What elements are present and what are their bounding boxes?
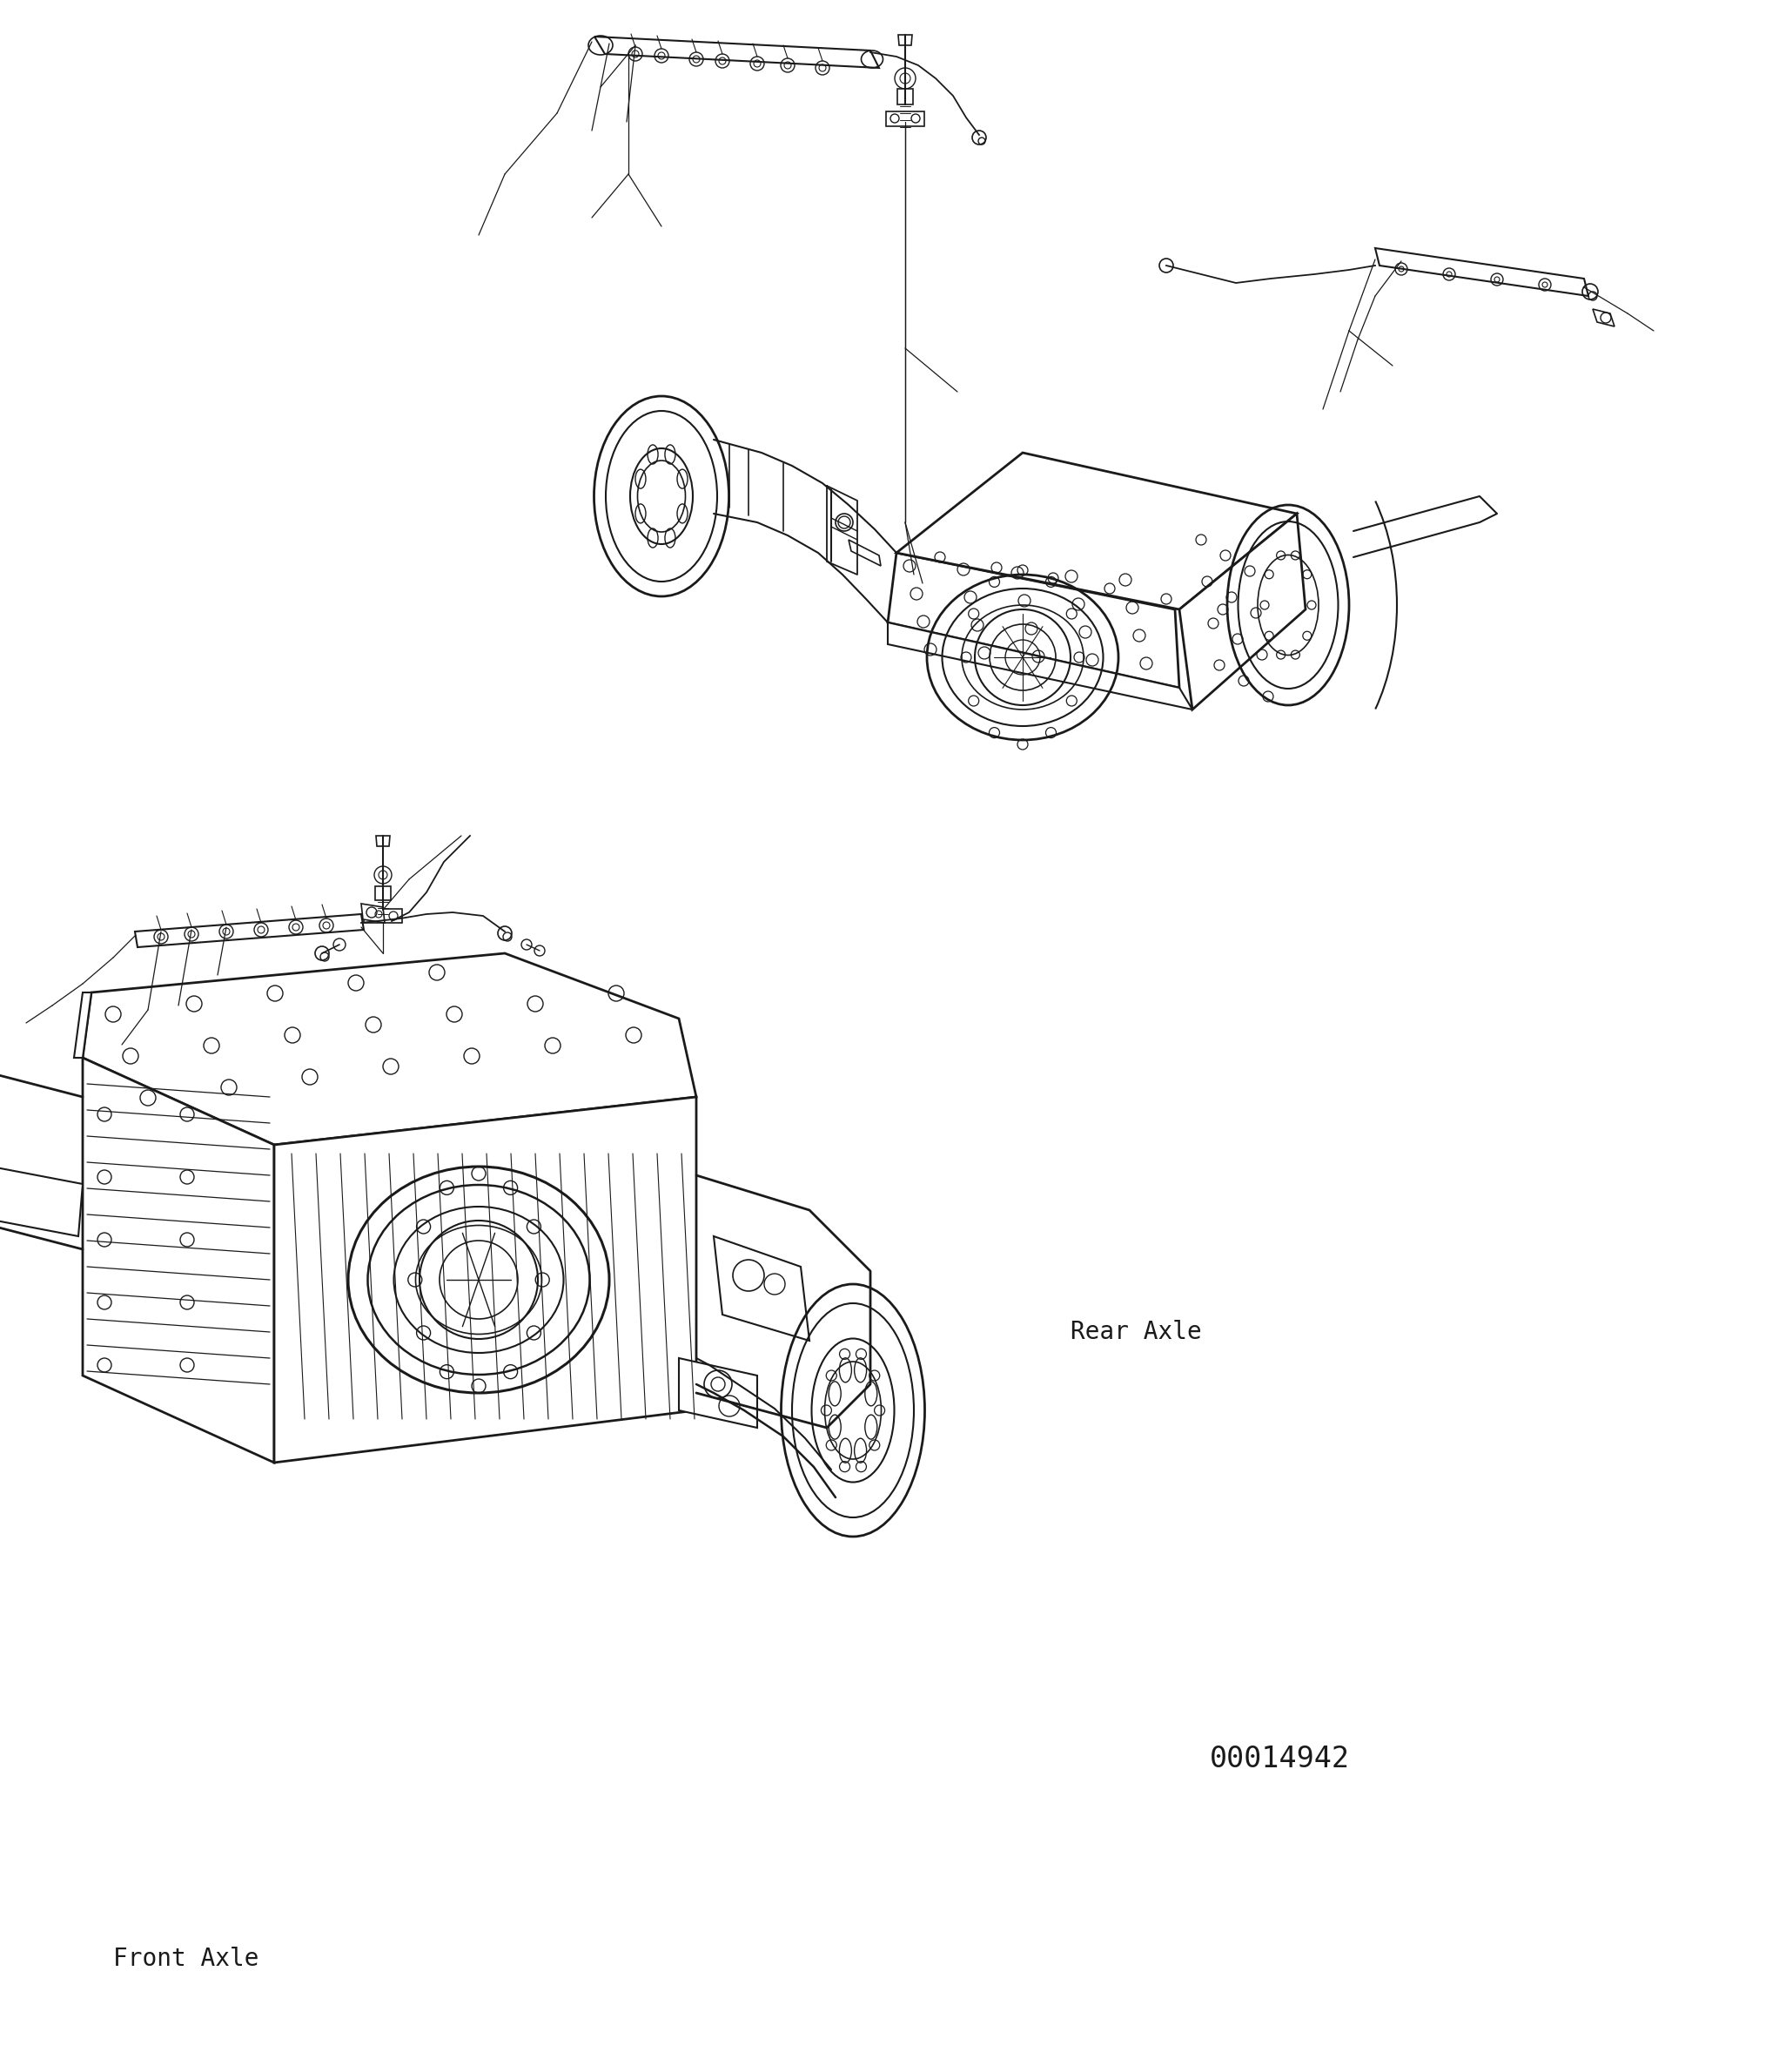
Polygon shape [82,953,696,1146]
Polygon shape [75,992,91,1059]
Polygon shape [82,1059,274,1463]
Polygon shape [713,1237,809,1341]
Polygon shape [849,541,881,566]
Text: Front Axle: Front Axle [114,1946,260,1970]
Text: Rear Axle: Rear Axle [1071,1320,1203,1345]
Polygon shape [375,887,391,899]
Polygon shape [680,1357,758,1428]
Polygon shape [365,910,402,922]
Polygon shape [888,622,1192,709]
Polygon shape [0,1167,82,1237]
Polygon shape [375,835,390,845]
Polygon shape [897,89,913,104]
Polygon shape [897,452,1297,609]
Polygon shape [1592,309,1615,327]
Polygon shape [135,914,365,947]
Polygon shape [594,37,879,68]
Polygon shape [1179,514,1306,709]
Polygon shape [888,553,1179,688]
Polygon shape [361,903,384,922]
Polygon shape [886,112,925,126]
Text: 00014942: 00014942 [1210,1745,1350,1774]
Polygon shape [1375,249,1589,296]
Polygon shape [274,1096,696,1463]
Polygon shape [898,35,913,46]
